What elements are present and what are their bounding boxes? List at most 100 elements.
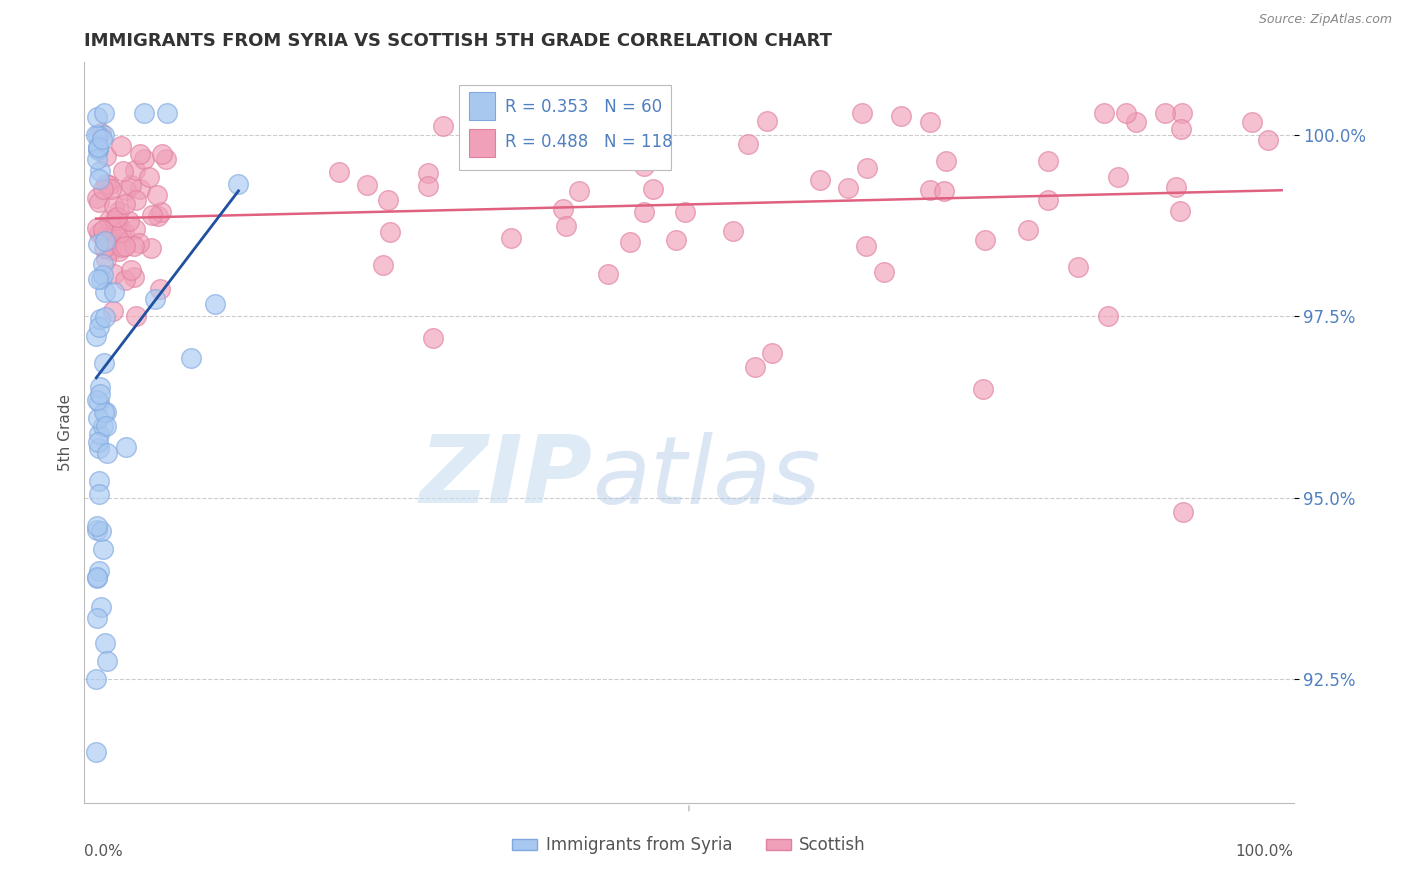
Point	[94, 177, 117, 191]
Point	[837, 181, 859, 195]
Point	[93, 356, 115, 370]
Point	[125, 309, 148, 323]
Point	[1038, 194, 1060, 208]
Point	[1166, 179, 1188, 194]
Point	[122, 270, 145, 285]
Point	[501, 231, 523, 245]
Point	[112, 163, 135, 178]
Point	[90, 599, 112, 614]
Point	[104, 220, 127, 235]
Text: 0.0%: 0.0%	[84, 844, 124, 858]
Point	[89, 194, 111, 209]
Point	[93, 636, 115, 650]
Point	[150, 205, 173, 219]
Point	[103, 199, 125, 213]
Point	[89, 164, 111, 178]
Point	[974, 233, 997, 247]
Point	[84, 745, 107, 759]
Point	[93, 419, 115, 434]
Point	[86, 393, 108, 408]
Point	[1168, 203, 1191, 218]
Point	[86, 141, 108, 155]
Point	[86, 611, 108, 625]
Point	[737, 136, 759, 151]
Point	[761, 345, 783, 359]
Point	[86, 518, 108, 533]
Point	[110, 240, 132, 254]
Point	[103, 267, 125, 281]
Point	[108, 244, 131, 258]
Point	[110, 225, 132, 239]
Point	[373, 258, 395, 272]
Point	[422, 331, 444, 345]
Point	[418, 179, 440, 194]
Point	[756, 113, 779, 128]
Point	[115, 183, 138, 197]
Text: 100.0%: 100.0%	[1236, 844, 1294, 858]
Point	[90, 127, 112, 141]
Point	[932, 184, 955, 198]
Point	[114, 272, 136, 286]
Point	[90, 524, 112, 538]
Point	[90, 272, 112, 286]
Point	[93, 285, 115, 300]
Point	[87, 434, 110, 449]
Point	[89, 387, 111, 401]
Point	[87, 143, 110, 157]
Point	[120, 263, 142, 277]
Point	[96, 445, 118, 459]
Point	[101, 303, 124, 318]
Point	[87, 140, 110, 154]
Point	[94, 310, 117, 324]
Point	[86, 128, 108, 142]
Point	[1115, 106, 1137, 120]
Point	[110, 139, 132, 153]
Point	[148, 209, 170, 223]
Point	[935, 154, 957, 169]
Point	[1171, 506, 1194, 520]
Point	[1125, 114, 1147, 128]
Point	[89, 311, 111, 326]
Point	[155, 152, 177, 166]
Point	[105, 229, 128, 244]
Point	[87, 226, 110, 240]
Text: atlas: atlas	[592, 432, 821, 523]
Point	[432, 119, 454, 133]
Point	[138, 169, 160, 184]
Point	[91, 542, 114, 557]
Point	[87, 474, 110, 488]
Point	[91, 182, 114, 196]
Point	[1017, 223, 1039, 237]
Point	[98, 224, 121, 238]
Point	[107, 216, 129, 230]
Point	[145, 292, 167, 306]
Point	[808, 173, 831, 187]
Point	[132, 106, 155, 120]
Point	[90, 131, 112, 145]
Point	[105, 211, 128, 225]
Point	[744, 360, 766, 375]
Point	[87, 410, 110, 425]
Point	[115, 441, 138, 455]
Point	[87, 237, 110, 252]
Point	[356, 178, 378, 193]
Point	[890, 109, 912, 123]
Point	[96, 149, 118, 163]
Point	[633, 159, 655, 173]
Text: Source: ZipAtlas.com: Source: ZipAtlas.com	[1258, 13, 1392, 27]
Point	[93, 106, 115, 120]
Point	[89, 379, 111, 393]
Point	[920, 183, 942, 197]
Point	[87, 427, 110, 442]
Point	[91, 223, 114, 237]
Point	[1153, 106, 1175, 120]
Y-axis label: 5th Grade: 5th Grade	[58, 394, 73, 471]
Point	[1097, 310, 1119, 324]
Point	[328, 165, 350, 179]
Point	[619, 235, 641, 249]
Point	[87, 486, 110, 500]
Point	[114, 197, 136, 211]
Point	[128, 235, 150, 250]
Point	[86, 523, 108, 537]
Point	[146, 188, 169, 202]
